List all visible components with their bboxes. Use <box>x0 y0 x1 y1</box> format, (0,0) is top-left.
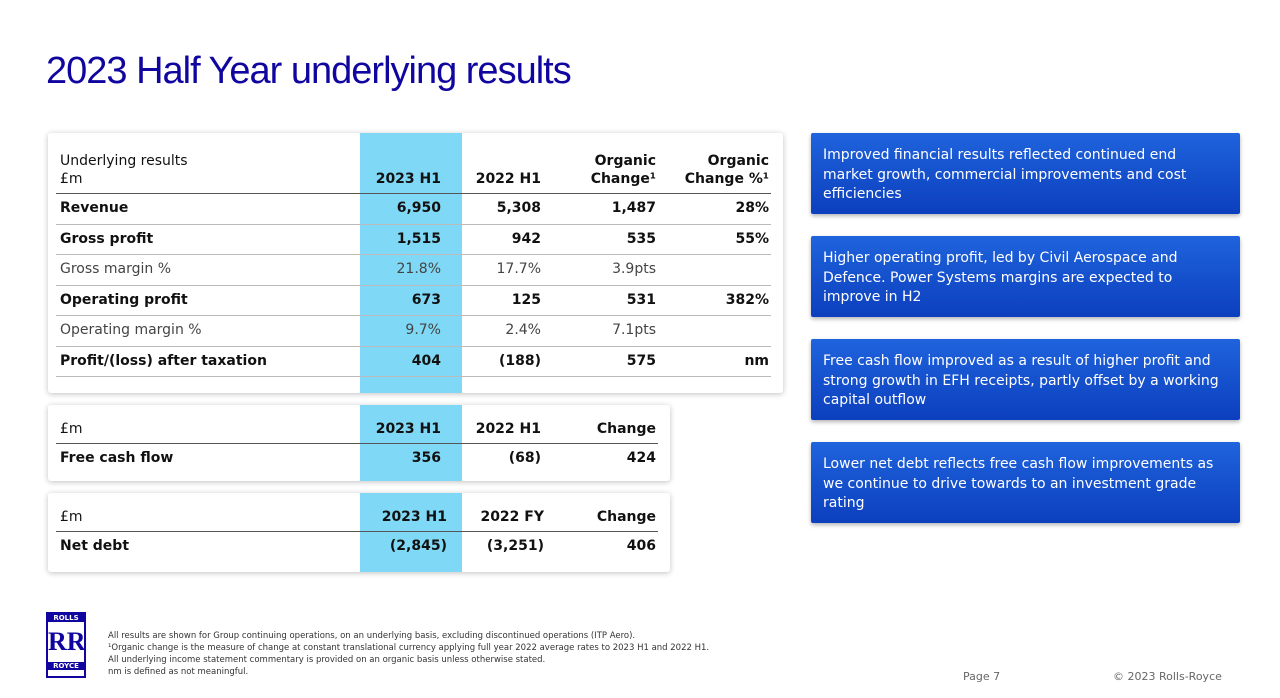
header-cell: 2022 FY <box>480 509 544 525</box>
logo-text: ROYCE <box>48 662 84 670</box>
value-cell: nm <box>744 352 769 369</box>
row-label: Gross margin % <box>60 261 172 277</box>
header-cell: 2023 H1 <box>381 509 447 525</box>
value-cell: 2.4% <box>505 322 541 338</box>
value-cell: 1,515 <box>396 230 441 247</box>
header-cell: Organic Change %¹ <box>684 153 769 187</box>
row-label: Gross profit <box>60 230 154 247</box>
table-panel <box>48 493 670 572</box>
value-cell: 404 <box>411 352 441 369</box>
header-cell: 2023 H1 <box>375 421 441 437</box>
footnote: nm is defined as not meaningful. <box>108 667 249 677</box>
header-cell: £m <box>60 421 83 437</box>
header-rule <box>56 531 658 532</box>
callout: Lower net debt reflects free cash flow i… <box>811 442 1240 523</box>
row-label: Free cash flow <box>60 450 174 466</box>
value-cell: 17.7% <box>496 261 541 277</box>
row-label: Net debt <box>60 538 130 554</box>
row-rule <box>56 376 771 377</box>
value-cell: 424 <box>626 450 656 466</box>
header-cell: Underlying results £m <box>60 153 188 187</box>
row-rule <box>56 284 771 286</box>
row-rule <box>56 345 771 347</box>
value-cell: 28% <box>735 200 769 216</box>
value-cell: 942 <box>511 230 541 247</box>
value-cell: 21.8% <box>396 261 441 277</box>
value-cell: 673 <box>411 291 441 308</box>
logo: ROLLS RR ROYCE <box>46 612 86 678</box>
value-cell: (2,845) <box>389 538 447 554</box>
row-rule <box>56 315 771 316</box>
value-cell: 5,308 <box>496 200 541 216</box>
header-cell: Change <box>596 421 656 437</box>
header-rule <box>56 443 658 444</box>
row-label: Operating profit <box>60 291 188 308</box>
header-cell: Change <box>596 509 656 525</box>
footnote: All underlying income statement commenta… <box>108 655 546 665</box>
value-cell: 9.7% <box>405 322 441 338</box>
value-cell: 6,950 <box>396 200 441 216</box>
row-label: Profit/(loss) after taxation <box>60 352 267 369</box>
value-cell: 535 <box>626 230 656 247</box>
copyright: © 2023 Rolls-Royce <box>1113 670 1222 683</box>
value-cell: (68) <box>508 450 541 466</box>
page-number: Page 7 <box>963 670 1001 683</box>
title: 2023 Half Year underlying results <box>46 50 572 92</box>
row-label: Revenue <box>60 200 129 216</box>
value-cell: 1,487 <box>611 200 656 216</box>
callout: Higher operating profit, led by Civil Ae… <box>811 236 1240 317</box>
value-cell: 406 <box>626 538 656 554</box>
callout: Free cash flow improved as a result of h… <box>811 339 1240 420</box>
value-cell: 356 <box>411 450 441 466</box>
value-cell: 55% <box>735 230 769 247</box>
header-rule <box>56 193 771 194</box>
logo-mark: RR <box>48 627 86 656</box>
value-cell: 531 <box>626 291 656 308</box>
header-cell: Organic Change¹ <box>590 153 656 187</box>
callout: Improved financial results reflected con… <box>811 133 1240 214</box>
row-label: Operating margin % <box>60 322 202 338</box>
footnote: All results are shown for Group continui… <box>108 631 636 641</box>
value-cell: (188) <box>498 352 541 369</box>
value-cell: 7.1pts <box>612 322 656 338</box>
header-cell: 2023 H1 <box>375 171 441 187</box>
logo-text: ROLLS <box>48 614 84 622</box>
row-rule <box>56 254 771 255</box>
header-cell: 2022 H1 <box>475 171 541 187</box>
value-cell: 382% <box>725 291 769 308</box>
value-cell: (3,251) <box>486 538 544 554</box>
row-rule <box>56 223 771 225</box>
value-cell: 125 <box>511 291 541 308</box>
footnote: ¹Organic change is the measure of change… <box>108 643 710 653</box>
header-cell: £m <box>60 509 83 525</box>
value-cell: 575 <box>626 352 656 369</box>
highlight-column <box>360 133 462 393</box>
header-cell: 2022 H1 <box>475 421 541 437</box>
value-cell: 3.9pts <box>612 261 656 277</box>
highlight-column <box>360 493 462 572</box>
